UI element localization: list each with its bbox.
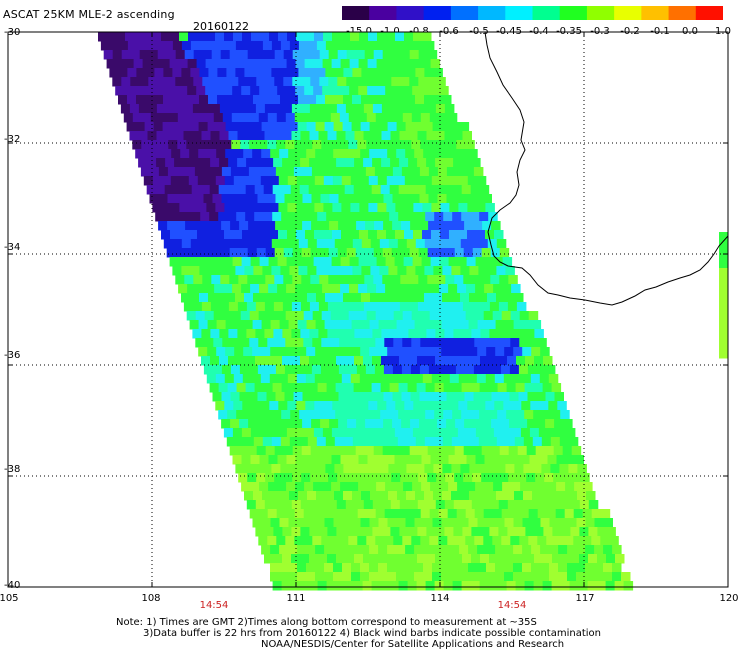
note-line-1: Note: 1) Times are GMT 2)Times along bot… [116, 617, 537, 628]
map-date: 20160122 [193, 20, 249, 33]
lon-label: 114 [430, 593, 450, 604]
lat-label: -36 [4, 350, 21, 361]
time-label: 14:54 [497, 600, 527, 611]
color-bar [342, 6, 723, 20]
lon-label: 120 [719, 593, 739, 604]
swath-data [98, 32, 728, 591]
color-bar-segment [450, 6, 479, 20]
color-bar-segment [369, 6, 398, 20]
lon-label: 117 [575, 593, 595, 604]
color-bar-segment [505, 6, 534, 20]
lat-label: -34 [4, 242, 21, 253]
color-bar-segment [586, 6, 615, 20]
color-bar-segment [342, 6, 370, 20]
lat-label: -32 [4, 134, 21, 145]
lat-label: -40 [4, 580, 21, 591]
map-frame [7, 31, 729, 588]
color-bar-segment [668, 6, 697, 20]
lat-label: -38 [4, 464, 21, 475]
color-bar-segment [695, 6, 723, 20]
axis-ticks [7, 31, 729, 588]
color-bar-segment [478, 6, 506, 20]
lon-label: 108 [141, 593, 161, 604]
color-bar-segment [423, 6, 452, 20]
color-bar-segment [614, 6, 642, 20]
color-bar-segment [532, 6, 561, 20]
note-line-3: NOAA/NESDIS/Center for Satellite Applica… [261, 639, 565, 650]
coastline [484, 31, 729, 306]
color-bar-segment [559, 6, 588, 20]
color-bar-segment [396, 6, 425, 20]
graticule [8, 32, 728, 587]
time-label: 14:54 [199, 600, 229, 611]
map-title: ASCAT 25KM MLE-2 ascending [3, 8, 175, 21]
note-line-2: 3)Data buffer is 22 hrs from 20160122 4)… [143, 628, 601, 639]
lat-label: -30 [4, 27, 21, 38]
lon-label: 111 [286, 593, 306, 604]
color-bar-segment [641, 6, 670, 20]
lon-label: 105 [0, 593, 19, 604]
